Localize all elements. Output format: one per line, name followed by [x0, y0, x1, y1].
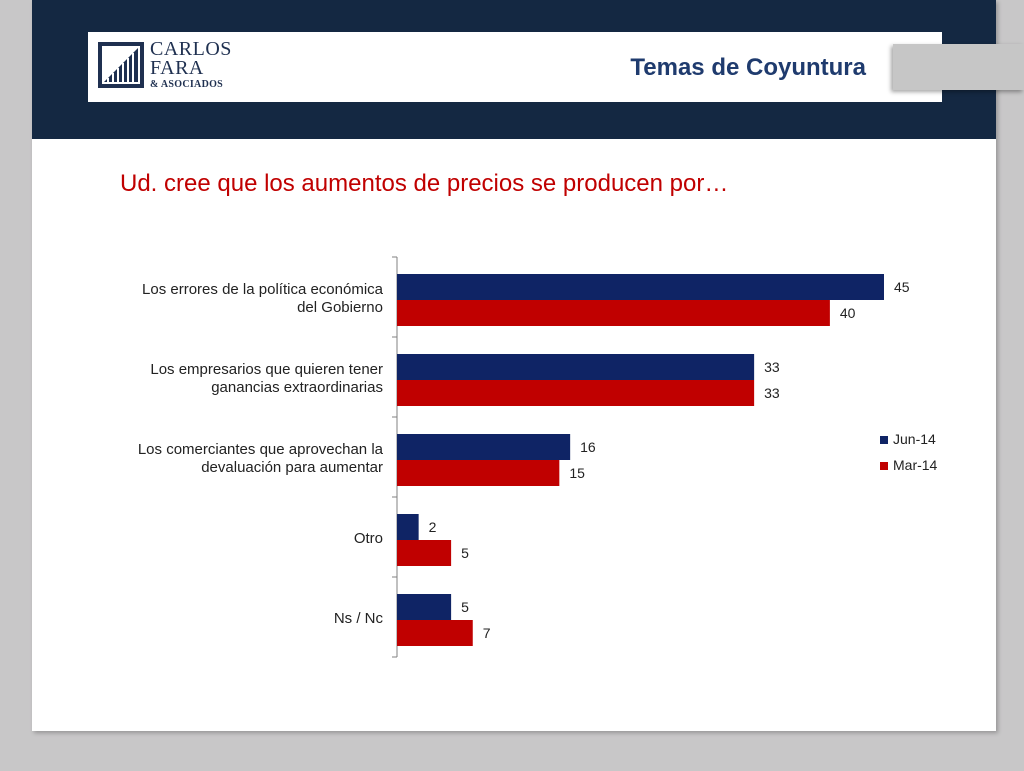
bar-mar-14: [397, 300, 830, 326]
header-band: CARLOS FARA & ASOCIADOS Temas de Coyuntu…: [32, 0, 996, 139]
category-label-line: Los errores de la política económica: [142, 281, 383, 298]
data-label: 16: [580, 439, 596, 455]
category-label-line: del Gobierno: [297, 299, 383, 316]
category-label-line: Los comerciantes que aprovechan la: [137, 441, 383, 458]
bar-jun-14: [397, 514, 419, 540]
logo-text: CARLOS FARA & ASOCIADOS: [150, 38, 232, 91]
question-title: Ud. cree que los aumentos de precios se …: [120, 170, 729, 197]
data-label: 5: [461, 545, 469, 561]
legend-swatch-jun-14: [880, 436, 888, 444]
category-label: Los errores de la política económica del …: [93, 281, 383, 317]
category-label-line: Los empresarios que quieren tener: [150, 361, 383, 378]
legend-swatch-mar-14: [880, 462, 888, 470]
category-label: Otro: [93, 530, 383, 548]
bar-mar-14: [397, 380, 755, 406]
data-label: 45: [894, 279, 910, 295]
data-label: 33: [764, 385, 780, 401]
bar-mar-14: [397, 460, 560, 486]
logo-line-3: & ASOCIADOS: [150, 79, 224, 90]
category-label-line: Ns / Nc: [333, 610, 383, 627]
data-label: 33: [764, 359, 780, 375]
bar-jun-14: [397, 434, 571, 460]
bar-mar-14: [397, 620, 473, 646]
category-label: Ns / Nc: [93, 610, 383, 628]
data-label: 15: [569, 465, 585, 481]
data-label: 40: [840, 305, 856, 321]
legend-label: Mar-14: [893, 457, 938, 473]
category-label-line: Otro: [353, 530, 383, 547]
category-label-line: ganancias extraordinarias: [211, 379, 383, 396]
data-label: 7: [483, 625, 491, 641]
category-label: Los empresarios que quieren tener gananci…: [93, 361, 383, 397]
data-label: 5: [461, 599, 469, 615]
logo-line-2: FARA: [150, 57, 204, 79]
legend-label: Jun-14: [893, 431, 936, 447]
bar-mar-14: [397, 540, 452, 566]
logo-line-1: CARLOS: [150, 38, 232, 60]
bar-jun-14: [397, 274, 884, 300]
logo-icon: [98, 42, 144, 88]
side-tab: [893, 44, 1024, 90]
bar-jun-14: [397, 354, 755, 380]
slide: CARLOS FARA & ASOCIADOS Temas de Coyuntu…: [32, 0, 996, 731]
data-label: 2: [429, 519, 437, 535]
category-label: Los comerciantes que aprovechan la devalu…: [93, 441, 383, 477]
header-panel: CARLOS FARA & ASOCIADOS Temas de Coyuntu…: [88, 32, 942, 102]
header-title: Temas de Coyuntura: [630, 54, 866, 81]
category-label-line: devaluación para aumentar: [201, 459, 383, 476]
bar-jun-14: [397, 594, 452, 620]
